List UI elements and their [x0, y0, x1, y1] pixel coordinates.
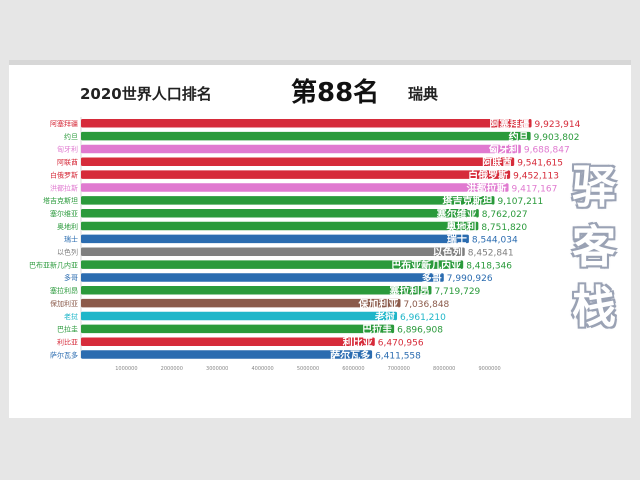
bar	[81, 260, 464, 269]
bar	[81, 144, 521, 154]
bar	[81, 208, 479, 218]
bar-inner-label: 巴拉圭	[362, 323, 392, 336]
x-tick-label: 3000000	[206, 366, 228, 372]
category-label: 塞拉利昂	[50, 286, 78, 295]
bar-inner-label: 以色列	[433, 246, 463, 259]
bar	[81, 170, 511, 179]
value-label: 6,961,210	[400, 313, 446, 323]
category-label: 塔吉克斯坦	[43, 196, 78, 205]
value-label: 9,452,113	[513, 171, 559, 181]
value-label: 9,923,914	[535, 120, 581, 130]
bar-inner-label: 巴布亚新几内亚	[391, 259, 461, 272]
category-label: 巴拉圭	[57, 325, 78, 334]
bar	[81, 119, 532, 128]
bar	[81, 131, 531, 141]
bar-inner-label: 保加利亚	[357, 297, 398, 310]
category-label: 萨尔瓦多	[50, 350, 78, 359]
watermark-logo: 驿 客 栈	[566, 158, 622, 338]
bar-inner-label: 瑞士	[447, 233, 467, 246]
value-label: 7,719,729	[434, 287, 480, 297]
x-tick-label: 5000000	[297, 366, 319, 372]
value-label: 7,990,926	[447, 274, 493, 284]
bar	[81, 286, 432, 295]
value-label: 8,418,346	[466, 261, 512, 271]
x-tick-label: 7000000	[388, 366, 410, 372]
category-label: 保加利亚	[50, 299, 78, 308]
bar-inner-label: 塞尔维亚	[437, 207, 477, 220]
category-label: 塞尔维亚	[50, 209, 78, 218]
value-label: 6,470,956	[378, 338, 424, 348]
x-tick-label: 6000000	[342, 366, 364, 372]
bar	[81, 196, 495, 205]
value-label: 6,411,558	[375, 351, 421, 361]
bar-inner-label: 老挝	[374, 310, 396, 323]
value-label: 9,541,615	[517, 159, 563, 169]
watermark-char: 驿	[572, 162, 616, 213]
country-name: 瑞典	[408, 85, 439, 103]
bar	[81, 234, 469, 244]
bar-inner-label: 阿塞拜疆	[490, 118, 530, 131]
category-label: 瑞士	[64, 235, 78, 244]
bar-inner-label: 塞拉利昂	[389, 285, 429, 298]
bar	[81, 247, 465, 256]
bar	[81, 337, 375, 346]
category-label: 阿联酋	[57, 158, 78, 167]
value-label: 8,452,841	[468, 249, 514, 259]
x-tick-label: 4000000	[251, 366, 273, 372]
frame-top-strip	[9, 60, 631, 65]
bar-inner-label: 多哥	[422, 272, 442, 285]
bar-inner-label: 阿联酋	[482, 156, 512, 169]
value-label: 6,896,908	[397, 326, 443, 336]
bar	[81, 324, 395, 334]
bar	[81, 273, 444, 282]
bar-inner-label: 洪都拉斯	[467, 182, 507, 195]
bar-inner-label: 萨尔瓦多	[330, 349, 370, 362]
category-label: 约旦	[64, 132, 78, 141]
category-label: 白俄罗斯	[50, 170, 78, 179]
bar	[81, 221, 479, 231]
category-label: 洪都拉斯	[50, 183, 78, 192]
category-label: 多哥	[64, 273, 78, 282]
category-label: 奥地利	[57, 222, 78, 231]
bar	[81, 157, 515, 167]
value-label: 7,036,848	[403, 300, 449, 310]
bar-inner-label: 约旦	[509, 130, 529, 143]
value-label: 9,903,802	[534, 133, 580, 143]
bar-inner-label: 利比亚	[343, 336, 373, 349]
category-label: 以色列	[57, 248, 78, 257]
bar	[81, 311, 398, 321]
value-label: 8,751,820	[481, 223, 527, 233]
rank-heading: 第88名	[291, 78, 380, 108]
x-tick-label: 2000000	[161, 366, 183, 372]
watermark-char: 客	[572, 222, 616, 273]
watermark-char: 栈	[572, 282, 616, 333]
category-label: 老挝	[64, 312, 78, 321]
x-tick-label: 9000000	[478, 366, 500, 372]
category-label: 匈牙利	[57, 145, 78, 154]
value-label: 9,417,167	[512, 184, 558, 194]
category-label: 阿塞拜疆	[50, 119, 78, 128]
x-tick-label: 8000000	[433, 366, 455, 372]
category-label: 利比亚	[57, 337, 78, 346]
bar-inner-label: 白俄罗斯	[468, 169, 508, 182]
value-label: 8,762,027	[482, 210, 528, 220]
bar-inner-label: 塔吉克斯坦	[442, 195, 492, 208]
value-label: 8,544,034	[472, 236, 518, 246]
chart-title: 2020世界人口排名	[80, 85, 212, 103]
value-label: 9,688,847	[524, 146, 570, 156]
bar	[81, 183, 509, 192]
value-label: 9,107,211	[497, 197, 543, 207]
category-label: 巴布亚新几内亚	[29, 260, 78, 269]
bar	[81, 350, 373, 359]
bar-inner-label: 匈牙利	[489, 143, 519, 156]
bar-inner-label: 奥地利	[446, 220, 476, 233]
x-tick-label: 1000000	[115, 366, 137, 372]
bar	[81, 298, 401, 308]
